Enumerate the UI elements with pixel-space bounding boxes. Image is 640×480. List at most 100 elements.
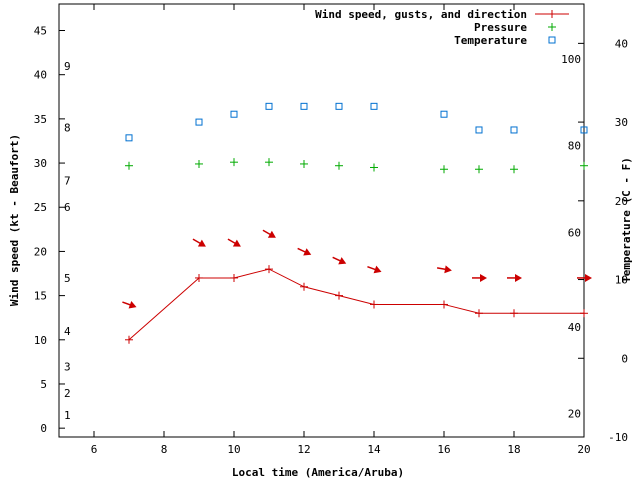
pressure-point [475,165,483,174]
legend-label-pressure: Pressure [474,21,527,34]
beaufort-label: 7 [64,175,71,188]
pressure-point [125,161,133,170]
wind-speed-point [510,309,518,318]
plot-frame [58,3,585,438]
wind-speed-point [265,265,273,274]
temperature-point [510,126,518,134]
y-left-tick-label: 35 [34,113,47,126]
x-tick-label: 8 [161,443,168,456]
wind-direction-arrow-head [585,273,592,282]
temperature-point [195,118,203,126]
legend-label-temperature: Temperature [454,34,527,47]
y-right-tick-label: 20 [615,195,628,208]
x-tick-label: 16 [437,443,450,456]
fahrenheit-label: 40 [568,321,581,334]
fahrenheit-label: 100 [561,53,581,66]
y-left-tick-label: 40 [34,69,47,82]
pressure-point [195,159,203,168]
wind-direction-arrow [297,247,312,256]
wind-direction-arrow [262,229,276,238]
wind-direction-arrow-head [128,301,137,309]
wind-direction-arrow-head [515,273,522,282]
beaufort-label: 1 [64,409,71,422]
legend: Wind speed, gusts, and direction Pressur… [315,8,569,47]
wind-direction-arrow [192,238,206,247]
y-right-tick-label: 10 [615,274,628,287]
wind-direction-arrow [472,273,487,282]
wind-direction-arrow-head [267,230,276,238]
y-right-tick-label: 0 [621,352,628,365]
x-tick-label: 6 [91,443,98,456]
wind-direction-arrow [332,256,347,265]
legend-swatch-temperature [548,36,556,44]
wind-direction-arrow-head [373,265,382,274]
fahrenheit-label: 20 [568,407,581,420]
y-left-tick-label: 20 [34,245,47,258]
temperature-point [370,102,378,110]
y-left-tick-label: 10 [34,334,47,347]
beaufort-label: 9 [64,60,71,73]
wind-direction-arrow [507,273,522,282]
temperature-point [335,102,343,110]
wind-speed-point [370,300,378,309]
y-right-tick-label: 40 [615,37,628,50]
wind-speed-point [580,309,588,318]
temperature-point [265,102,273,110]
y-left-tick-label: 5 [40,378,47,391]
temperature-point [475,126,483,134]
wind-speed-point [195,273,203,282]
y-left-tick-label: 25 [34,201,47,214]
legend-swatch-pressure [548,23,556,31]
y-left-tick-label: 30 [34,157,47,170]
y-left-tick-label: 0 [40,422,47,435]
beaufort-label: 4 [64,325,71,338]
wind-direction-arrow [227,238,241,247]
pressure-point [265,158,273,167]
wind-speed-point [335,291,343,300]
wind-direction-arrow [122,301,137,309]
pressure-point [510,165,518,174]
x-tick-label: 20 [577,443,590,456]
x-tick-label: 18 [507,443,520,456]
temperature-point [125,134,133,142]
wind-speed-point [475,309,483,318]
wind-speed-point [125,335,133,344]
x-tick-label: 10 [227,443,240,456]
wind-direction-arrow [577,273,592,282]
beaufort-label: 8 [64,122,71,135]
beaufort-label: 6 [64,201,71,214]
beaufort-label: 5 [64,272,71,285]
pressure-point [580,161,588,170]
wind-direction-arrow-head [232,239,241,247]
y-axis-right-title: Temperature (C - F) [620,157,633,283]
tick-layer: 6 8 10 12 14 16 18 20051015202530354045-1001020… [34,4,628,456]
pressure-point [440,165,448,174]
wind-direction-arrow-head [303,248,312,256]
pressure-point [335,161,343,170]
wind-direction-arrow [367,265,382,274]
series-layer [122,102,592,344]
temperature-point [230,110,238,118]
y-right-tick-label: -10 [608,431,628,444]
wind-direction-arrow [436,265,452,274]
pressure-point [230,158,238,167]
wind-speed-point [230,273,238,282]
temperature-point [440,110,448,118]
beaufort-label: 3 [64,360,71,373]
y-axis-left-title: Wind speed (kt - Beaufort) [8,134,21,306]
beaufort-label: 2 [64,387,71,400]
x-axis-title: Local time (America/Aruba) [232,466,404,479]
wind-speed-point [300,282,308,291]
x-tick-label: 14 [367,443,381,456]
wind-direction-arrow-head [480,273,487,282]
wind-direction-arrow-head [197,239,206,247]
temperature-point [300,102,308,110]
fahrenheit-label: 60 [568,226,581,239]
y-right-tick-label: 30 [615,116,628,129]
y-left-tick-label: 45 [34,25,47,38]
fahrenheit-label: 80 [568,140,581,153]
x-tick-label: 12 [297,443,310,456]
wind-direction-arrow-head [338,257,347,265]
y-left-tick-label: 15 [34,290,47,303]
